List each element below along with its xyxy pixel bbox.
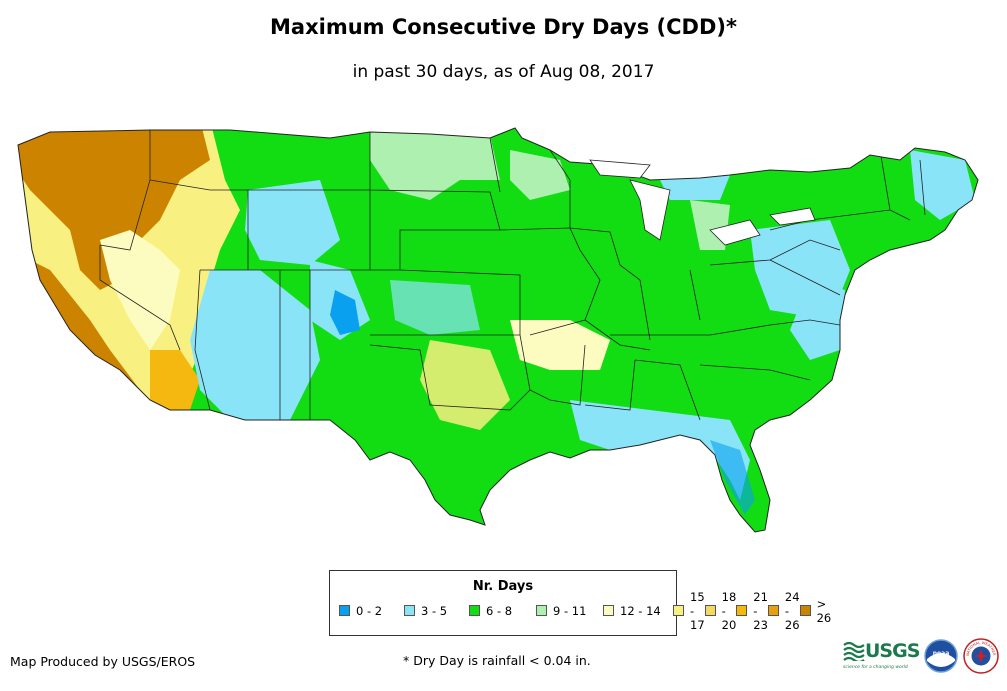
legend-swatch [469,605,480,616]
usgs-tagline: science for a changing world [843,665,908,670]
legend-swatch [339,605,350,616]
nws-logo: NATIONAL WEATHER SERVICE [963,638,999,674]
legend-grid: 0 - 2 3 - 5 6 - 8 9 - 11 12 - 14 15 - 17… [339,590,831,632]
noaa-logo: noaa [924,639,958,673]
legend-item: 12 - 14 [603,602,673,619]
legend: Nr. Days 0 - 2 3 - 5 6 - 8 9 - 11 12 - 1… [329,570,831,636]
legend-label: 21 - 23 [753,589,768,632]
us-dry-days-map [17,127,979,533]
legend-swatch [404,605,415,616]
legend-label: 0 - 2 [356,603,383,618]
legend-label: 9 - 11 [553,603,587,618]
legend-swatch [603,605,614,616]
legend-title: Nr. Days [472,579,534,594]
legend-item: > 26 [799,597,831,625]
legend-label: 6 - 8 [486,603,513,618]
legend-item: 3 - 5 [404,602,469,619]
legend-item: 18 - 20 [704,590,736,632]
legend-label: 24 - 26 [784,589,800,632]
legend-swatch [799,605,811,616]
legend-label: 15 - 17 [690,589,705,632]
legend-swatch [704,605,716,616]
great-lakes [589,159,816,246]
legend-label: > 26 [816,596,832,625]
dry-days-zones [18,128,975,515]
legend-swatch [736,605,748,616]
legend-label: 3 - 5 [421,603,448,618]
legend-item: 24 - 26 [767,590,800,632]
legend-swatch [536,605,547,616]
usgs-wordmark: USGS [865,640,920,662]
map-title: Maximum Consecutive Dry Days (CDD)* [270,15,737,39]
noaa-logo-text: noaa [933,650,950,657]
legend-label: 18 - 20 [721,589,737,632]
usgs-logo: USGS science for a changing world [843,640,920,670]
legend-label: 12 - 14 [620,603,661,618]
legend-item: 15 - 17 [673,590,705,632]
map-subtitle: in past 30 days, as of Aug 08, 2017 [352,62,655,82]
legend-item: 6 - 8 [469,602,536,619]
legend-swatch [673,605,684,616]
legend-item: 21 - 23 [736,590,768,632]
legend-swatch [767,605,779,616]
credit-text: Map Produced by USGS/EROS [10,654,196,669]
legend-item: 9 - 11 [536,602,603,619]
footnote-text: * Dry Day is rainfall < 0.04 in. [403,653,591,668]
state-boundaries [99,128,926,421]
usgs-wave-icon [843,641,865,661]
legend-item: 0 - 2 [339,602,404,619]
